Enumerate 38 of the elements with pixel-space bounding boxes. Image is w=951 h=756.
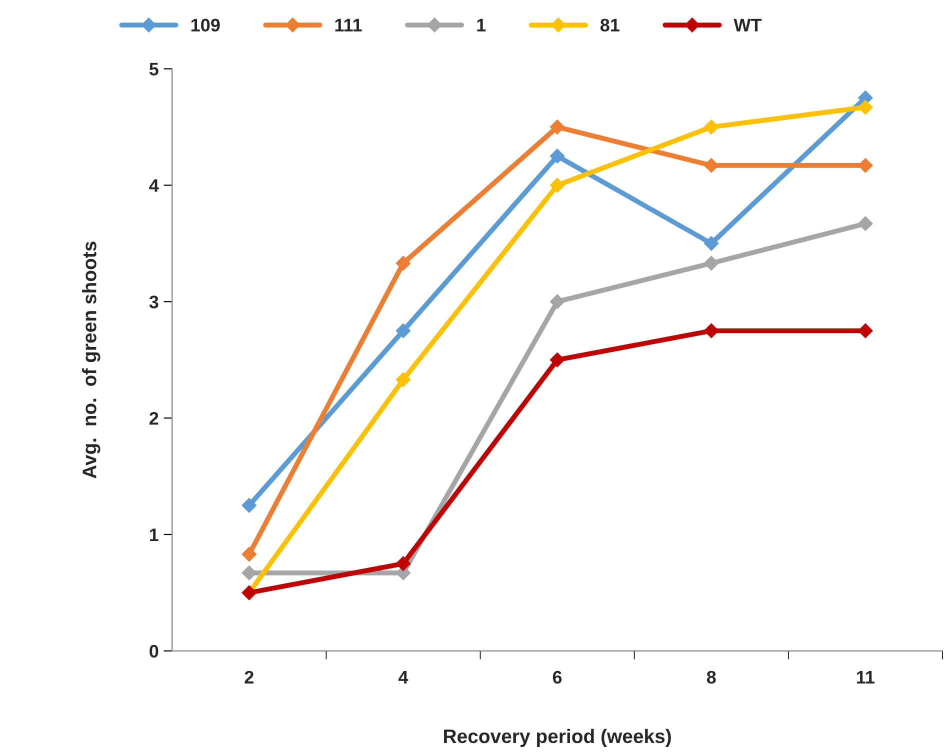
point: [858, 100, 873, 115]
legend-label: 81: [600, 18, 620, 32]
legend-label: 1: [477, 18, 486, 32]
y-tick-label: 3: [149, 296, 158, 308]
legend-label: 111: [335, 18, 362, 32]
y-tick-label: 5: [149, 62, 158, 76]
x-tick-label: 4: [398, 671, 408, 684]
point: [242, 498, 257, 513]
point: [396, 372, 411, 388]
point: [704, 236, 719, 251]
point: [396, 556, 411, 571]
point: [704, 323, 719, 338]
legend-label: WT: [734, 18, 762, 32]
y-tick-label: 1: [150, 528, 158, 542]
point: [550, 178, 565, 193]
legend-label: 109: [191, 18, 220, 32]
x-axis-title: Recovery period (weeks): [444, 728, 671, 747]
point: [550, 352, 565, 368]
point: [858, 323, 873, 338]
y-tick-label: 0: [150, 644, 158, 658]
point: [396, 323, 411, 338]
point: [396, 256, 411, 271]
point: [242, 546, 257, 562]
y-tick-label: 4: [149, 179, 159, 192]
x-tick-label: 2: [244, 670, 254, 684]
point: [550, 148, 565, 164]
y-axis-title: Avg. no. of green shoots: [82, 242, 100, 478]
x-tick-label: 11: [857, 671, 874, 684]
point: [858, 158, 873, 173]
point: [550, 294, 565, 310]
x-tick-label: 6: [552, 670, 562, 684]
point: [704, 256, 719, 271]
y-tick-label: 2: [150, 412, 158, 425]
point: [550, 120, 565, 134]
point: [858, 216, 873, 232]
point: [704, 120, 719, 134]
x-tick-label: 8: [706, 670, 716, 684]
point: [704, 158, 719, 173]
